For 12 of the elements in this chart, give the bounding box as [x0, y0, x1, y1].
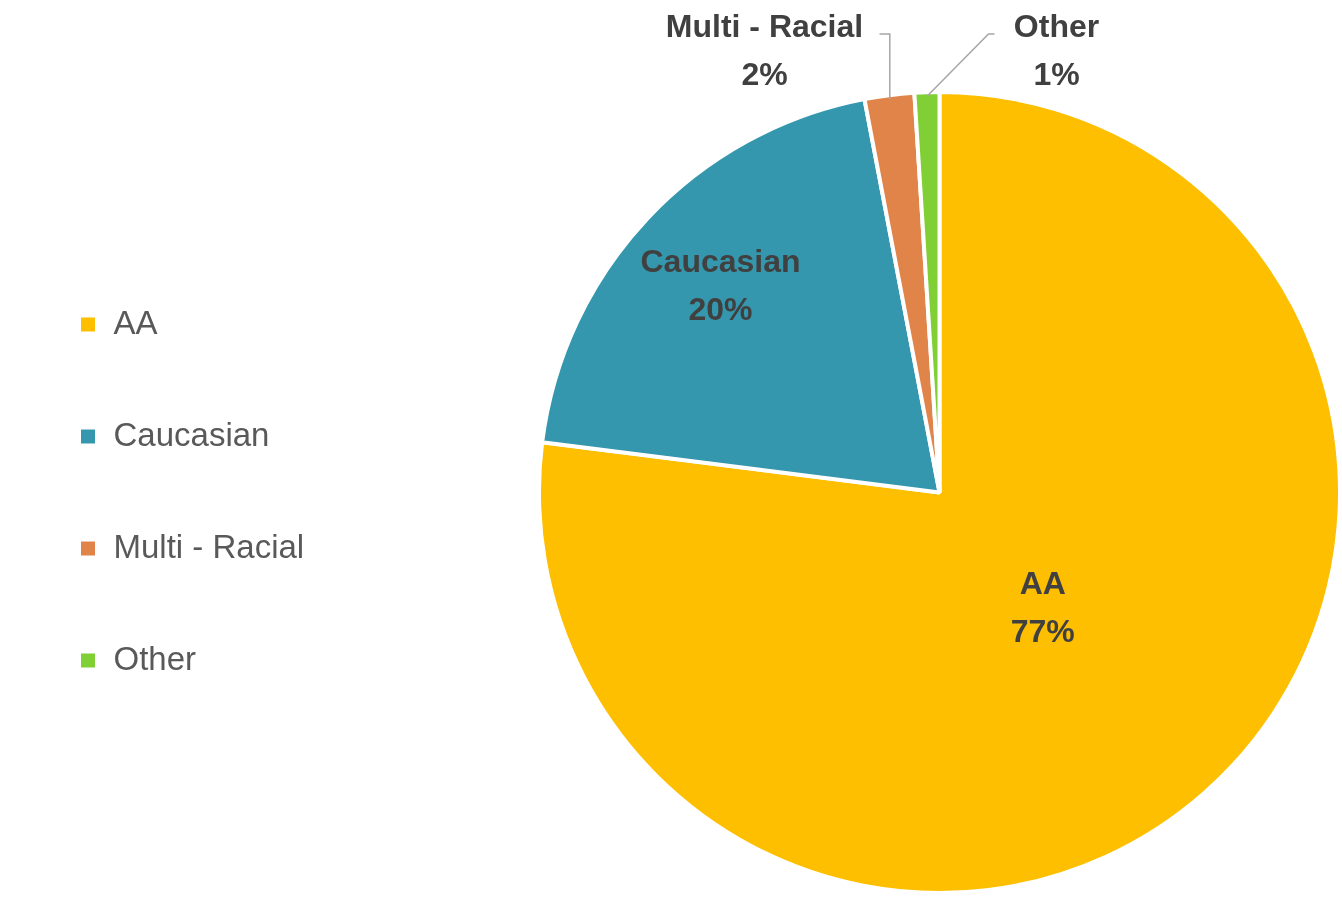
- slice-label: Other: [1013, 7, 1100, 44]
- data-label: 2%: [741, 55, 788, 92]
- legend-label: Multi - Racial: [113, 527, 305, 565]
- data-label: 77%: [1010, 613, 1075, 650]
- legend-label: Other: [113, 639, 197, 677]
- data-label: 1%: [1033, 55, 1080, 92]
- data-label: 20%: [688, 290, 753, 327]
- slice-label: AA: [1019, 565, 1066, 602]
- slice-label: Multi - Racial: [665, 7, 864, 44]
- legend-label: AA: [113, 303, 158, 341]
- legend-label: Caucasian: [113, 415, 270, 453]
- slice-label: Caucasian: [640, 242, 801, 279]
